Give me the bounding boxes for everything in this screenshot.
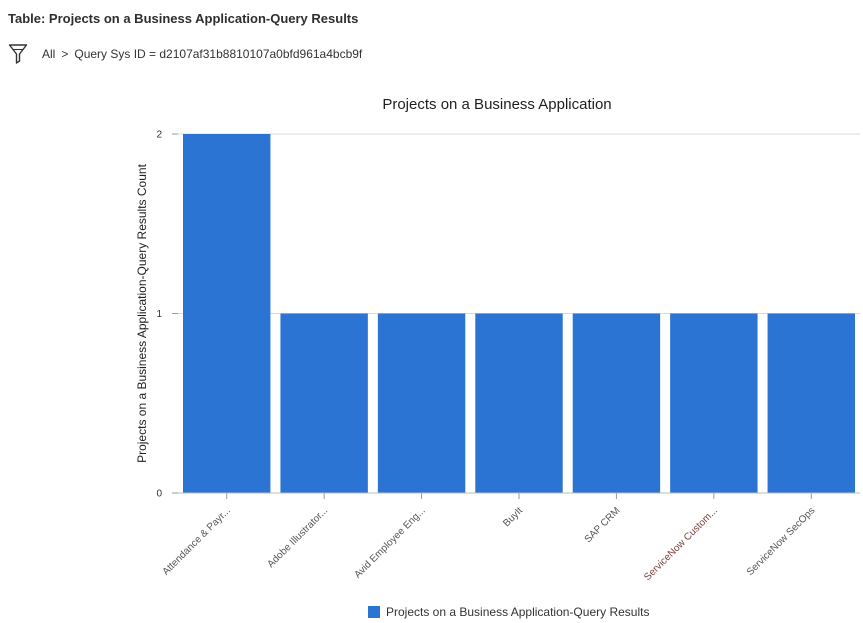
x-category-label: BuyIt [501, 505, 525, 529]
table-title: Table: Projects on a Business Applicatio… [8, 11, 359, 26]
bar-2[interactable] [377, 313, 466, 494]
bar-chart: 0 1 2 Projects on a Business Application-Qu… [135, 130, 860, 583]
bar-0[interactable] [183, 134, 271, 493]
y-tick-label: 1 [156, 309, 162, 320]
y-tick-label: 2 [156, 130, 162, 141]
bar-5[interactable] [670, 313, 758, 494]
chart-title: Projects on a Business Application [382, 96, 612, 113]
breadcrumb-query-condition[interactable]: Query Sys ID = d2107af31b8810107a0bfd961… [74, 47, 363, 61]
bar-4[interactable] [572, 313, 661, 494]
x-category-label: ServiceNow SecOps [745, 505, 818, 578]
bar-6[interactable] [767, 313, 855, 494]
y-axis-label: Projects on a Business Application-Query… [135, 163, 149, 462]
bar-1[interactable] [280, 313, 368, 494]
x-category-label: Avid Employee Eng... [352, 505, 427, 580]
x-category-label: ServiceNow Custom... [642, 505, 720, 583]
x-category-label: SAP CRM [583, 505, 623, 545]
legend-swatch [368, 606, 380, 618]
chart-legend[interactable]: Projects on a Business Application-Query… [368, 605, 649, 619]
y-tick-label: 0 [156, 489, 162, 500]
funnel-filter-icon[interactable] [8, 42, 28, 66]
bar-3[interactable] [475, 313, 563, 494]
filter-breadcrumb-row: All > Query Sys ID = d2107af31b8810107a0… [8, 42, 362, 66]
x-category-label: Adobe Illustrator... [265, 505, 330, 570]
breadcrumb-separator: > [61, 47, 69, 61]
x-category-label: Attendance & Payr... [161, 505, 233, 577]
breadcrumb: All > Query Sys ID = d2107af31b8810107a0… [42, 47, 362, 61]
breadcrumb-all-link[interactable]: All [42, 47, 56, 61]
legend-series-label: Projects on a Business Application-Query… [386, 605, 650, 619]
